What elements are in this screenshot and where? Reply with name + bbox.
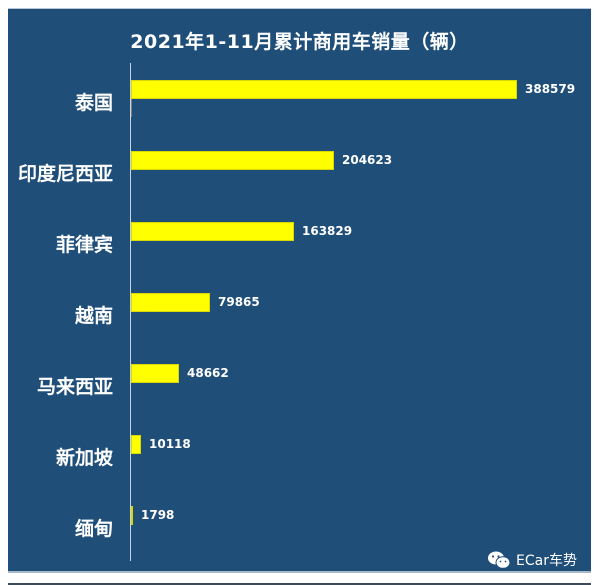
chart-panel: 2021年1-11月累计商用车销量（辆） 泰国 388579 印度尼西亚 204623… [8, 8, 591, 573]
bar [131, 151, 334, 170]
bar [131, 506, 133, 525]
bar [131, 222, 294, 241]
bar-row: 泰国 388579 [8, 80, 591, 117]
bar-row: 菲律宾 163829 [8, 222, 591, 256]
category-label: 越南 [74, 305, 113, 327]
wechat-icon [487, 551, 511, 569]
bar [131, 293, 210, 312]
category-axis-line [130, 63, 131, 561]
bar-row: 缅甸 1798 [8, 506, 591, 540]
chart-title: 2021年1-11月累计商用车销量（辆） [130, 31, 469, 53]
bar-row: 新加坡 10118 [8, 435, 591, 469]
category-label: 印度尼西亚 [17, 163, 113, 185]
value-label: 1798 [141, 508, 175, 522]
value-label: 204623 [342, 153, 393, 167]
value-label: 388579 [525, 82, 576, 96]
bottom-divider [8, 583, 591, 585]
value-label: 48662 [187, 366, 229, 380]
watermark: ECar车势 [487, 550, 577, 570]
category-label: 缅甸 [74, 518, 113, 540]
value-label: 79865 [218, 295, 260, 309]
value-label: 163829 [302, 224, 353, 238]
bar [131, 435, 141, 454]
watermark-text: ECar车势 [516, 553, 577, 569]
category-label: 新加坡 [55, 447, 113, 469]
axis-tick-mark [131, 99, 132, 117]
bar [131, 80, 517, 99]
category-label: 菲律宾 [55, 234, 113, 256]
bar [131, 364, 179, 383]
bar-row: 越南 79865 [8, 293, 591, 327]
category-label: 马来西亚 [36, 376, 113, 398]
bar-row: 印度尼西亚 204623 [8, 151, 591, 185]
value-label: 10118 [149, 437, 191, 451]
category-label: 泰国 [74, 92, 113, 114]
bar-row: 马来西亚 48662 [8, 364, 591, 398]
